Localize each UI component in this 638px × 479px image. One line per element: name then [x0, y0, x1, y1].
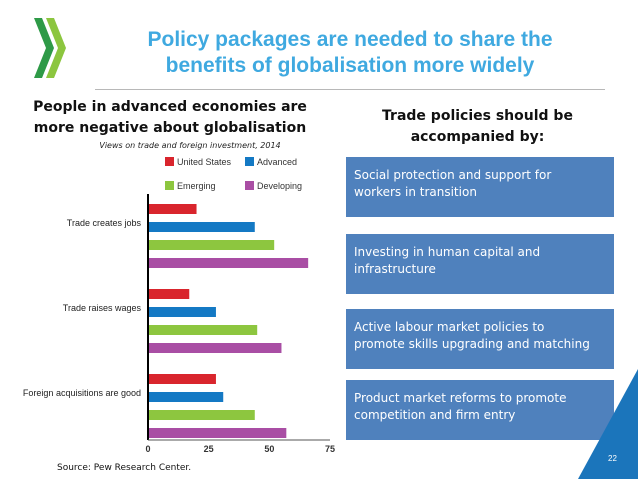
corner-triangle: [578, 369, 638, 479]
legend-label: Advanced: [257, 157, 297, 167]
slide-title-line-1: Policy packages are needed to share the: [147, 28, 553, 51]
legend-swatch: [165, 157, 174, 166]
policy-box-line-1: Active labour market policies to: [354, 320, 545, 334]
policy-heading: Trade policies should be accompanied by:: [370, 106, 585, 148]
bar: [148, 240, 275, 250]
x-tick-label: 75: [325, 444, 335, 454]
policy-box-line-2: infrastructure: [354, 262, 436, 276]
x-tick-label: 50: [264, 444, 274, 454]
policy-box-line-2: promote skills upgrading and matching: [354, 337, 590, 351]
policy-box-social-protection: Social protection and support for worker…: [346, 157, 614, 217]
bar: [148, 428, 287, 438]
x-tick-label: 25: [204, 444, 214, 454]
bar: [148, 222, 255, 232]
policy-box-line-1: Product market reforms to promote: [354, 391, 567, 405]
bar: [148, 392, 224, 402]
title-divider: [95, 89, 605, 90]
source-note: Source: Pew Research Center.: [57, 463, 192, 473]
legend-swatch: [245, 181, 254, 190]
policy-box-labour-market: Active labour market policies to promote…: [346, 309, 614, 369]
legend-swatch: [165, 181, 174, 190]
slide-title-line-2: benefits of globalisation more widely: [165, 54, 535, 77]
policy-heading-line-2: accompanied by:: [410, 129, 545, 145]
page-number: 22: [608, 454, 617, 463]
bar: [148, 204, 197, 214]
bar: [148, 289, 190, 299]
category-label: Foreign acquisitions are good: [23, 388, 141, 398]
policy-box-human-capital: Investing in human capital and infrastru…: [346, 234, 614, 294]
bar-chart: United States Advanced Emerging Developing T…: [23, 157, 335, 454]
chart-heading-line-2: more negative about globalisation: [33, 120, 307, 136]
oecd-chevron-logo-icon: [34, 18, 66, 78]
bar: [148, 258, 309, 268]
category-label: Trade raises wages: [63, 303, 142, 313]
chart-heading: People in advanced economies are more ne…: [30, 97, 310, 139]
bar: [148, 410, 255, 420]
policy-box-line-1: Investing in human capital and: [354, 245, 541, 259]
slide-title: Policy packages are needed to share the …: [100, 27, 600, 79]
legend-label: Emerging: [177, 181, 216, 191]
chart-subtitle: Views on trade and foreign investment, 2…: [99, 141, 281, 150]
bar: [148, 307, 216, 317]
policy-box-line-2: competition and firm entry: [354, 408, 516, 422]
category-label: Trade creates jobs: [67, 218, 142, 228]
policy-box-product-market: Product market reforms to promote compet…: [346, 380, 614, 440]
legend-label: Developing: [257, 181, 302, 191]
chart-heading-line-1: People in advanced economies are: [33, 99, 307, 115]
policy-heading-line-1: Trade policies should be: [382, 108, 573, 124]
bar: [148, 325, 258, 335]
bar: [148, 343, 282, 353]
bar: [148, 374, 216, 384]
policy-box-line-2: workers in transition: [354, 185, 477, 199]
legend-swatch: [245, 157, 254, 166]
policy-box-line-1: Social protection and support for: [354, 168, 552, 182]
x-tick-label: 0: [145, 444, 150, 454]
legend-label: United States: [177, 157, 232, 167]
